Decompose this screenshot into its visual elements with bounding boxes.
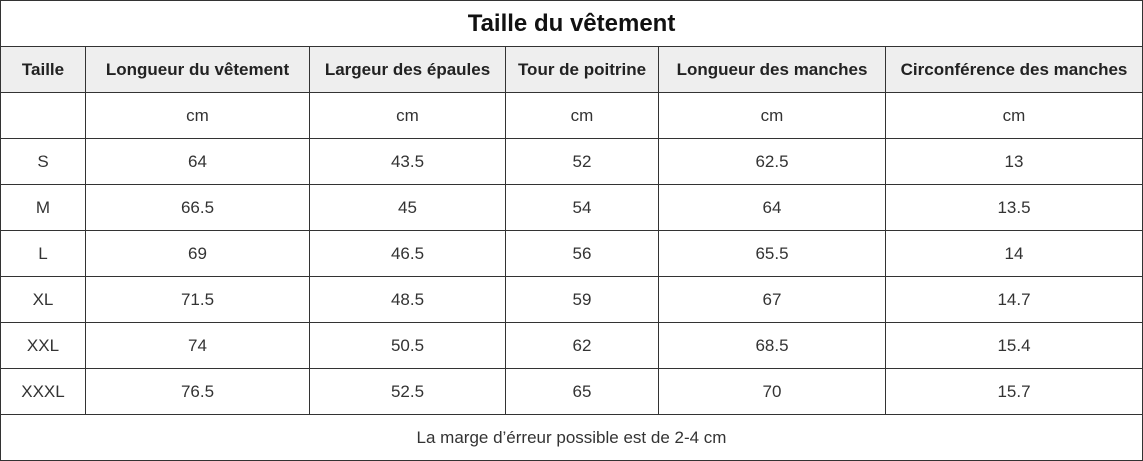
table-cell: 14.7 [884, 276, 1143, 323]
table-cell: 15.7 [884, 368, 1143, 415]
unit-cell: cm [658, 92, 886, 139]
table-cell: 62.5 [658, 138, 886, 185]
table-row: S 64 43.5 52 62.5 13 [0, 138, 1143, 185]
table-cell: 70 [658, 368, 886, 415]
table-row: XXXL 76.5 52.5 65 70 15.7 [0, 368, 1143, 415]
header-chest: Tour de poitrine [505, 46, 659, 93]
table-row: XL 71.5 48.5 59 67 14.7 [0, 276, 1143, 323]
table-cell: 46.5 [309, 230, 506, 277]
table-cell: 74 [85, 322, 310, 369]
header-row: Taille Longueur du vêtement Largeur des … [0, 46, 1143, 93]
error-margin-note: La marge d’érreur possible est de 2-4 cm [0, 414, 1143, 461]
header-size: Taille [0, 46, 86, 93]
table-cell: 43.5 [309, 138, 506, 185]
table-cell: 45 [309, 184, 506, 231]
table-row: M 66.5 45 54 64 13.5 [0, 184, 1143, 231]
unit-cell: cm [884, 92, 1143, 139]
table-cell: 71.5 [85, 276, 310, 323]
table-cell: 15.4 [884, 322, 1143, 369]
table-title: Taille du vêtement [0, 0, 1143, 47]
unit-cell: cm [505, 92, 659, 139]
table-cell: 52 [505, 138, 659, 185]
table-cell: 65.5 [658, 230, 886, 277]
unit-row: cm cm cm cm cm [0, 92, 1143, 139]
note-row: La marge d’érreur possible est de 2-4 cm [0, 414, 1143, 461]
table-cell: 64 [658, 184, 886, 231]
unit-cell: cm [309, 92, 506, 139]
size-cell: XXL [0, 322, 86, 369]
size-cell: L [0, 230, 86, 277]
size-cell: XXXL [0, 368, 86, 415]
size-cell: XL [0, 276, 86, 323]
header-garment-length: Longueur du vêtement [85, 46, 310, 93]
header-sleeve-length: Longueur des manches [658, 46, 886, 93]
table-cell: 68.5 [658, 322, 886, 369]
size-cell: S [0, 138, 86, 185]
table-cell: 48.5 [309, 276, 506, 323]
table-cell: 62 [505, 322, 659, 369]
unit-cell [0, 92, 86, 139]
table-cell: 13 [884, 138, 1143, 185]
table-cell: 59 [505, 276, 659, 323]
table-cell: 14 [884, 230, 1143, 277]
table-cell: 66.5 [85, 184, 310, 231]
table-cell: 76.5 [85, 368, 310, 415]
table-cell: 69 [85, 230, 310, 277]
table-row: L 69 46.5 56 65.5 14 [0, 230, 1143, 277]
table-cell: 13.5 [884, 184, 1143, 231]
table-cell: 52.5 [309, 368, 506, 415]
title-row: Taille du vêtement [0, 0, 1143, 47]
header-sleeve-circumference: Circonférence des manches [884, 46, 1143, 93]
table-cell: 67 [658, 276, 886, 323]
table-row: XXL 74 50.5 62 68.5 15.4 [0, 322, 1143, 369]
table-cell: 65 [505, 368, 659, 415]
table-cell: 64 [85, 138, 310, 185]
unit-cell: cm [85, 92, 310, 139]
header-shoulder-width: Largeur des épaules [309, 46, 506, 93]
size-cell: M [0, 184, 86, 231]
table-cell: 54 [505, 184, 659, 231]
table-cell: 56 [505, 230, 659, 277]
table-cell: 50.5 [309, 322, 506, 369]
